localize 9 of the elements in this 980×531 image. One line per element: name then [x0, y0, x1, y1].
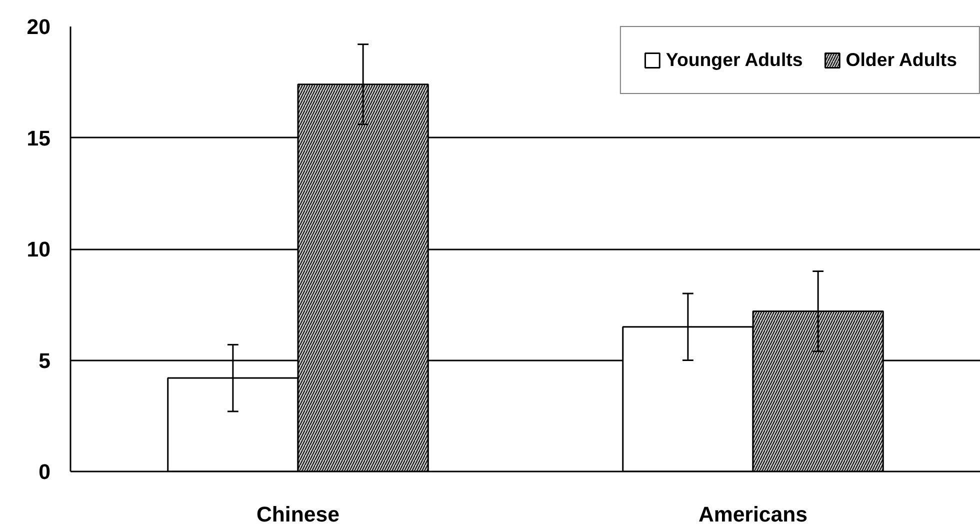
x-tick-label: Americans	[698, 502, 808, 526]
y-tick-label: 10	[26, 238, 51, 262]
y-tick-label: 20	[26, 15, 51, 39]
y-tick-label: 0	[38, 460, 51, 484]
legend-label: Older Adults	[846, 49, 957, 71]
legend-label: Younger Adults	[666, 49, 803, 71]
x-tick-label: Chinese	[256, 502, 340, 526]
y-tick-label: 5	[38, 348, 51, 373]
y-tick-label: 15	[26, 126, 51, 150]
